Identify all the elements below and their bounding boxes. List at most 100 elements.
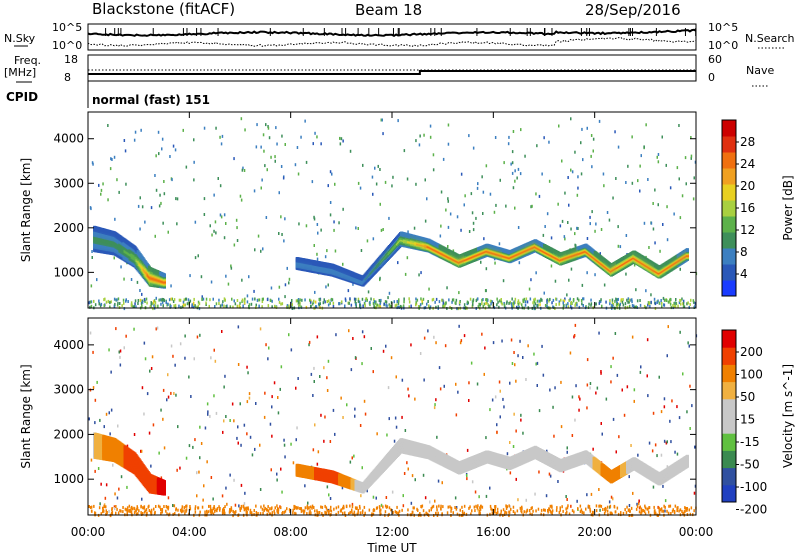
echo-point <box>477 182 479 186</box>
echo-point <box>523 297 526 301</box>
echo-point <box>590 303 592 307</box>
echo-point <box>154 304 157 308</box>
echo-point <box>478 302 480 306</box>
echo-point <box>548 299 550 303</box>
echo-point <box>581 283 584 287</box>
echo-point <box>372 301 375 305</box>
echo-point <box>329 213 332 217</box>
echo-point <box>666 238 669 242</box>
echo-point <box>658 301 661 305</box>
echo-point <box>193 160 195 164</box>
echo-point <box>236 239 239 242</box>
echo-point <box>531 204 533 208</box>
echo-point <box>170 297 172 301</box>
echo-point <box>320 228 322 232</box>
echo-point <box>151 302 153 306</box>
echo-point <box>443 304 446 308</box>
echo-point <box>274 159 276 163</box>
echo-point <box>602 172 605 176</box>
echo-point <box>334 249 337 253</box>
echo-point <box>529 297 532 301</box>
echo-point <box>482 305 484 308</box>
echo-point <box>628 304 631 308</box>
echo-point <box>135 305 137 309</box>
echo-point <box>311 180 314 184</box>
echo-point <box>528 287 531 291</box>
echo-point <box>304 298 306 302</box>
echo-point <box>427 300 429 303</box>
echo-point <box>374 301 377 305</box>
echo-point <box>539 299 541 303</box>
echo-point <box>455 298 458 302</box>
echo-point <box>113 256 115 260</box>
echo-point <box>258 304 260 308</box>
echo-point <box>274 155 276 159</box>
echo-point <box>482 212 484 215</box>
echo-point <box>382 228 384 231</box>
echo-point <box>198 302 201 306</box>
echo-point <box>133 138 136 142</box>
echo-point <box>159 193 161 197</box>
echo-point <box>507 142 510 146</box>
echo-point <box>591 210 593 214</box>
echo-point <box>94 303 97 307</box>
echo-point <box>134 299 137 303</box>
nsky-line <box>87 28 697 37</box>
echo-point <box>281 134 283 138</box>
echo-point <box>124 149 127 153</box>
echo-point <box>626 305 629 309</box>
echo-point <box>172 300 175 303</box>
echo-point <box>548 140 550 144</box>
echo-point <box>91 256 93 259</box>
echo-point <box>511 305 513 309</box>
echo-point <box>221 134 224 138</box>
echo-point <box>403 297 405 301</box>
echo-point <box>123 139 126 142</box>
echo-point <box>280 302 282 306</box>
echo-point <box>233 299 235 303</box>
echo-point <box>382 132 384 136</box>
echo-point <box>489 299 492 303</box>
echo-point <box>265 123 267 127</box>
echo-point <box>500 298 502 301</box>
echo-point <box>260 145 262 149</box>
echo-point <box>288 277 291 281</box>
echo-point <box>244 301 246 305</box>
echo-point <box>678 177 680 181</box>
echo-point <box>452 249 455 253</box>
echo-point <box>640 154 642 158</box>
echo-point <box>460 172 463 176</box>
echo-point <box>176 197 179 201</box>
echo-point <box>466 300 469 304</box>
echo-point <box>90 207 92 211</box>
echo-point <box>193 178 195 182</box>
echo-point <box>109 301 111 305</box>
echo-point <box>650 293 652 297</box>
echo-point <box>577 186 579 190</box>
echo-point <box>686 302 688 306</box>
echo-point <box>562 301 564 305</box>
echo-point <box>230 266 233 270</box>
echo-point <box>325 285 327 289</box>
echo-point <box>291 299 293 302</box>
echo-point <box>170 304 172 308</box>
echo-point <box>125 182 127 186</box>
echo-point <box>212 297 214 301</box>
echo-point <box>423 133 425 137</box>
echo-point <box>296 146 299 149</box>
echo-point <box>278 300 281 304</box>
echo-point <box>179 298 182 302</box>
echo-point <box>656 155 658 159</box>
echo-point <box>380 118 382 122</box>
echo-point <box>326 300 328 303</box>
echo-point <box>449 212 452 216</box>
echo-point <box>329 301 331 305</box>
echo-point <box>223 213 226 217</box>
echo-point <box>576 303 578 307</box>
echo-point <box>517 301 519 305</box>
echo-point <box>114 217 116 221</box>
echo-point <box>612 196 614 200</box>
echo-point <box>426 302 428 306</box>
echo-point <box>519 301 521 305</box>
echo-point <box>582 158 584 162</box>
